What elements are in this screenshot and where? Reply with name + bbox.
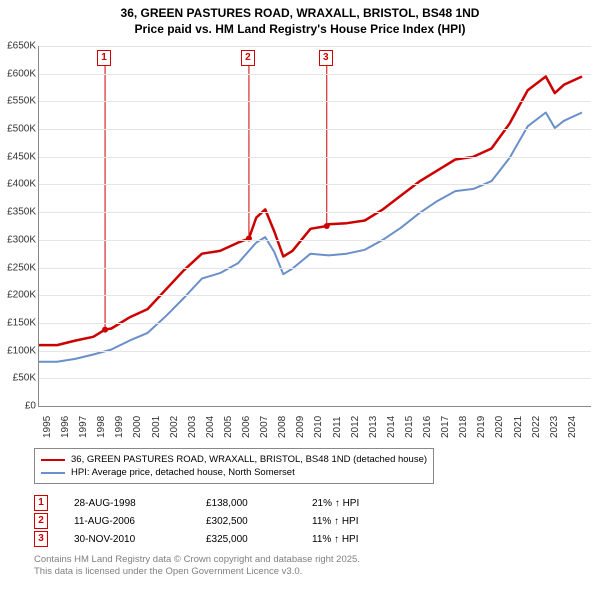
chart-marker: 2 — [241, 50, 255, 66]
credits-line-2: This data is licensed under the Open Gov… — [34, 566, 360, 578]
chart-marker: 1 — [97, 50, 111, 66]
event-row: 1 28-AUG-1998£138,00021% ↑ HPI — [34, 494, 432, 512]
y-axis-label: £400K — [0, 179, 36, 190]
x-axis-label: 2022 — [531, 416, 542, 438]
x-axis-label: 2013 — [368, 416, 379, 438]
x-axis-label: 2010 — [313, 416, 324, 438]
x-axis-label: 2024 — [567, 416, 578, 438]
event-date: 30-NOV-2010 — [74, 534, 206, 545]
gridline — [39, 129, 591, 130]
events-table: 1 28-AUG-1998£138,00021% ↑ HPI 2 11-AUG-200… — [34, 494, 432, 548]
gridline — [39, 46, 591, 47]
x-axis-label: 1995 — [42, 416, 53, 438]
x-axis-label: 2009 — [295, 416, 306, 438]
y-axis-label: £300K — [0, 234, 36, 245]
legend-item: HPI: Average price, detached house, Nort… — [41, 466, 427, 479]
x-axis-label: 2003 — [187, 416, 198, 438]
x-axis-label: 2000 — [132, 416, 143, 438]
x-axis-label: 2001 — [151, 416, 162, 438]
x-axis-label: 2014 — [386, 416, 397, 438]
x-axis-label: 2006 — [241, 416, 252, 438]
x-axis-label: 2005 — [223, 416, 234, 438]
x-axis-label: 2016 — [422, 416, 433, 438]
event-hpi: 11% ↑ HPI — [312, 534, 432, 545]
event-price: £302,500 — [206, 516, 312, 527]
x-axis-label: 2015 — [404, 416, 415, 438]
x-axis-label: 2012 — [350, 416, 361, 438]
gridline — [39, 240, 591, 241]
x-axis-label: 1996 — [60, 416, 71, 438]
event-row: 2 11-AUG-2006£302,50011% ↑ HPI — [34, 512, 432, 530]
y-axis-label: £100K — [0, 345, 36, 356]
x-axis-label: 2011 — [332, 416, 343, 438]
x-axis-label: 1997 — [78, 416, 89, 438]
y-axis-label: £550K — [0, 96, 36, 107]
event-price: £138,000 — [206, 498, 312, 509]
event-price: £325,000 — [206, 534, 312, 545]
y-axis-label: £150K — [0, 317, 36, 328]
event-marker: 3 — [34, 531, 48, 547]
chart-marker: 3 — [319, 50, 333, 66]
x-axis-label: 2021 — [513, 416, 524, 438]
x-axis-label: 2023 — [549, 416, 560, 438]
x-axis-label: 2004 — [205, 416, 216, 438]
x-axis-label: 2008 — [277, 416, 288, 438]
gridline — [39, 74, 591, 75]
plot-area — [38, 46, 591, 407]
event-marker: 2 — [34, 513, 48, 529]
y-axis-label: £500K — [0, 124, 36, 135]
title-line-2: Price paid vs. HM Land Registry's House … — [0, 22, 600, 38]
event-hpi: 21% ↑ HPI — [312, 498, 432, 509]
x-axis-label: 2007 — [259, 416, 270, 438]
gridline — [39, 295, 591, 296]
plot-svg — [39, 46, 591, 406]
title-line-1: 36, GREEN PASTURES ROAD, WRAXALL, BRISTO… — [0, 6, 600, 22]
gridline — [39, 323, 591, 324]
legend-swatch — [41, 472, 65, 474]
y-axis-label: £650K — [0, 41, 36, 52]
gridline — [39, 378, 591, 379]
gridline — [39, 351, 591, 352]
event-hpi: 11% ↑ HPI — [312, 516, 432, 527]
event-marker: 1 — [34, 495, 48, 511]
y-axis-label: £350K — [0, 207, 36, 218]
legend-label: HPI: Average price, detached house, Nort… — [71, 467, 295, 478]
gridline — [39, 157, 591, 158]
chart-title: 36, GREEN PASTURES ROAD, WRAXALL, BRISTO… — [0, 0, 600, 37]
gridline — [39, 212, 591, 213]
chart-container: 36, GREEN PASTURES ROAD, WRAXALL, BRISTO… — [0, 0, 600, 590]
x-axis-label: 1999 — [114, 416, 125, 438]
x-axis-label: 2002 — [169, 416, 180, 438]
event-date: 28-AUG-1998 — [74, 498, 206, 509]
event-date: 11-AUG-2006 — [74, 516, 206, 527]
credits: Contains HM Land Registry data © Crown c… — [34, 554, 360, 579]
x-axis-label: 1998 — [96, 416, 107, 438]
credits-line-1: Contains HM Land Registry data © Crown c… — [34, 554, 360, 566]
x-axis-label: 2018 — [458, 416, 469, 438]
y-axis-label: £0 — [0, 401, 36, 412]
y-axis-label: £600K — [0, 68, 36, 79]
event-row: 3 30-NOV-2010£325,00011% ↑ HPI — [34, 530, 432, 548]
legend-label: 36, GREEN PASTURES ROAD, WRAXALL, BRISTO… — [71, 454, 427, 465]
y-axis-label: £50K — [0, 373, 36, 384]
x-axis-label: 2020 — [494, 416, 505, 438]
x-axis-label: 2019 — [476, 416, 487, 438]
gridline — [39, 268, 591, 269]
legend-swatch — [41, 459, 65, 461]
legend: 36, GREEN PASTURES ROAD, WRAXALL, BRISTO… — [34, 448, 434, 484]
x-axis-label: 2017 — [440, 416, 451, 438]
gridline — [39, 101, 591, 102]
gridline — [39, 184, 591, 185]
y-axis-label: £450K — [0, 151, 36, 162]
y-axis-label: £250K — [0, 262, 36, 273]
y-axis-label: £200K — [0, 290, 36, 301]
legend-item: 36, GREEN PASTURES ROAD, WRAXALL, BRISTO… — [41, 453, 427, 466]
series-price_paid — [39, 77, 582, 346]
